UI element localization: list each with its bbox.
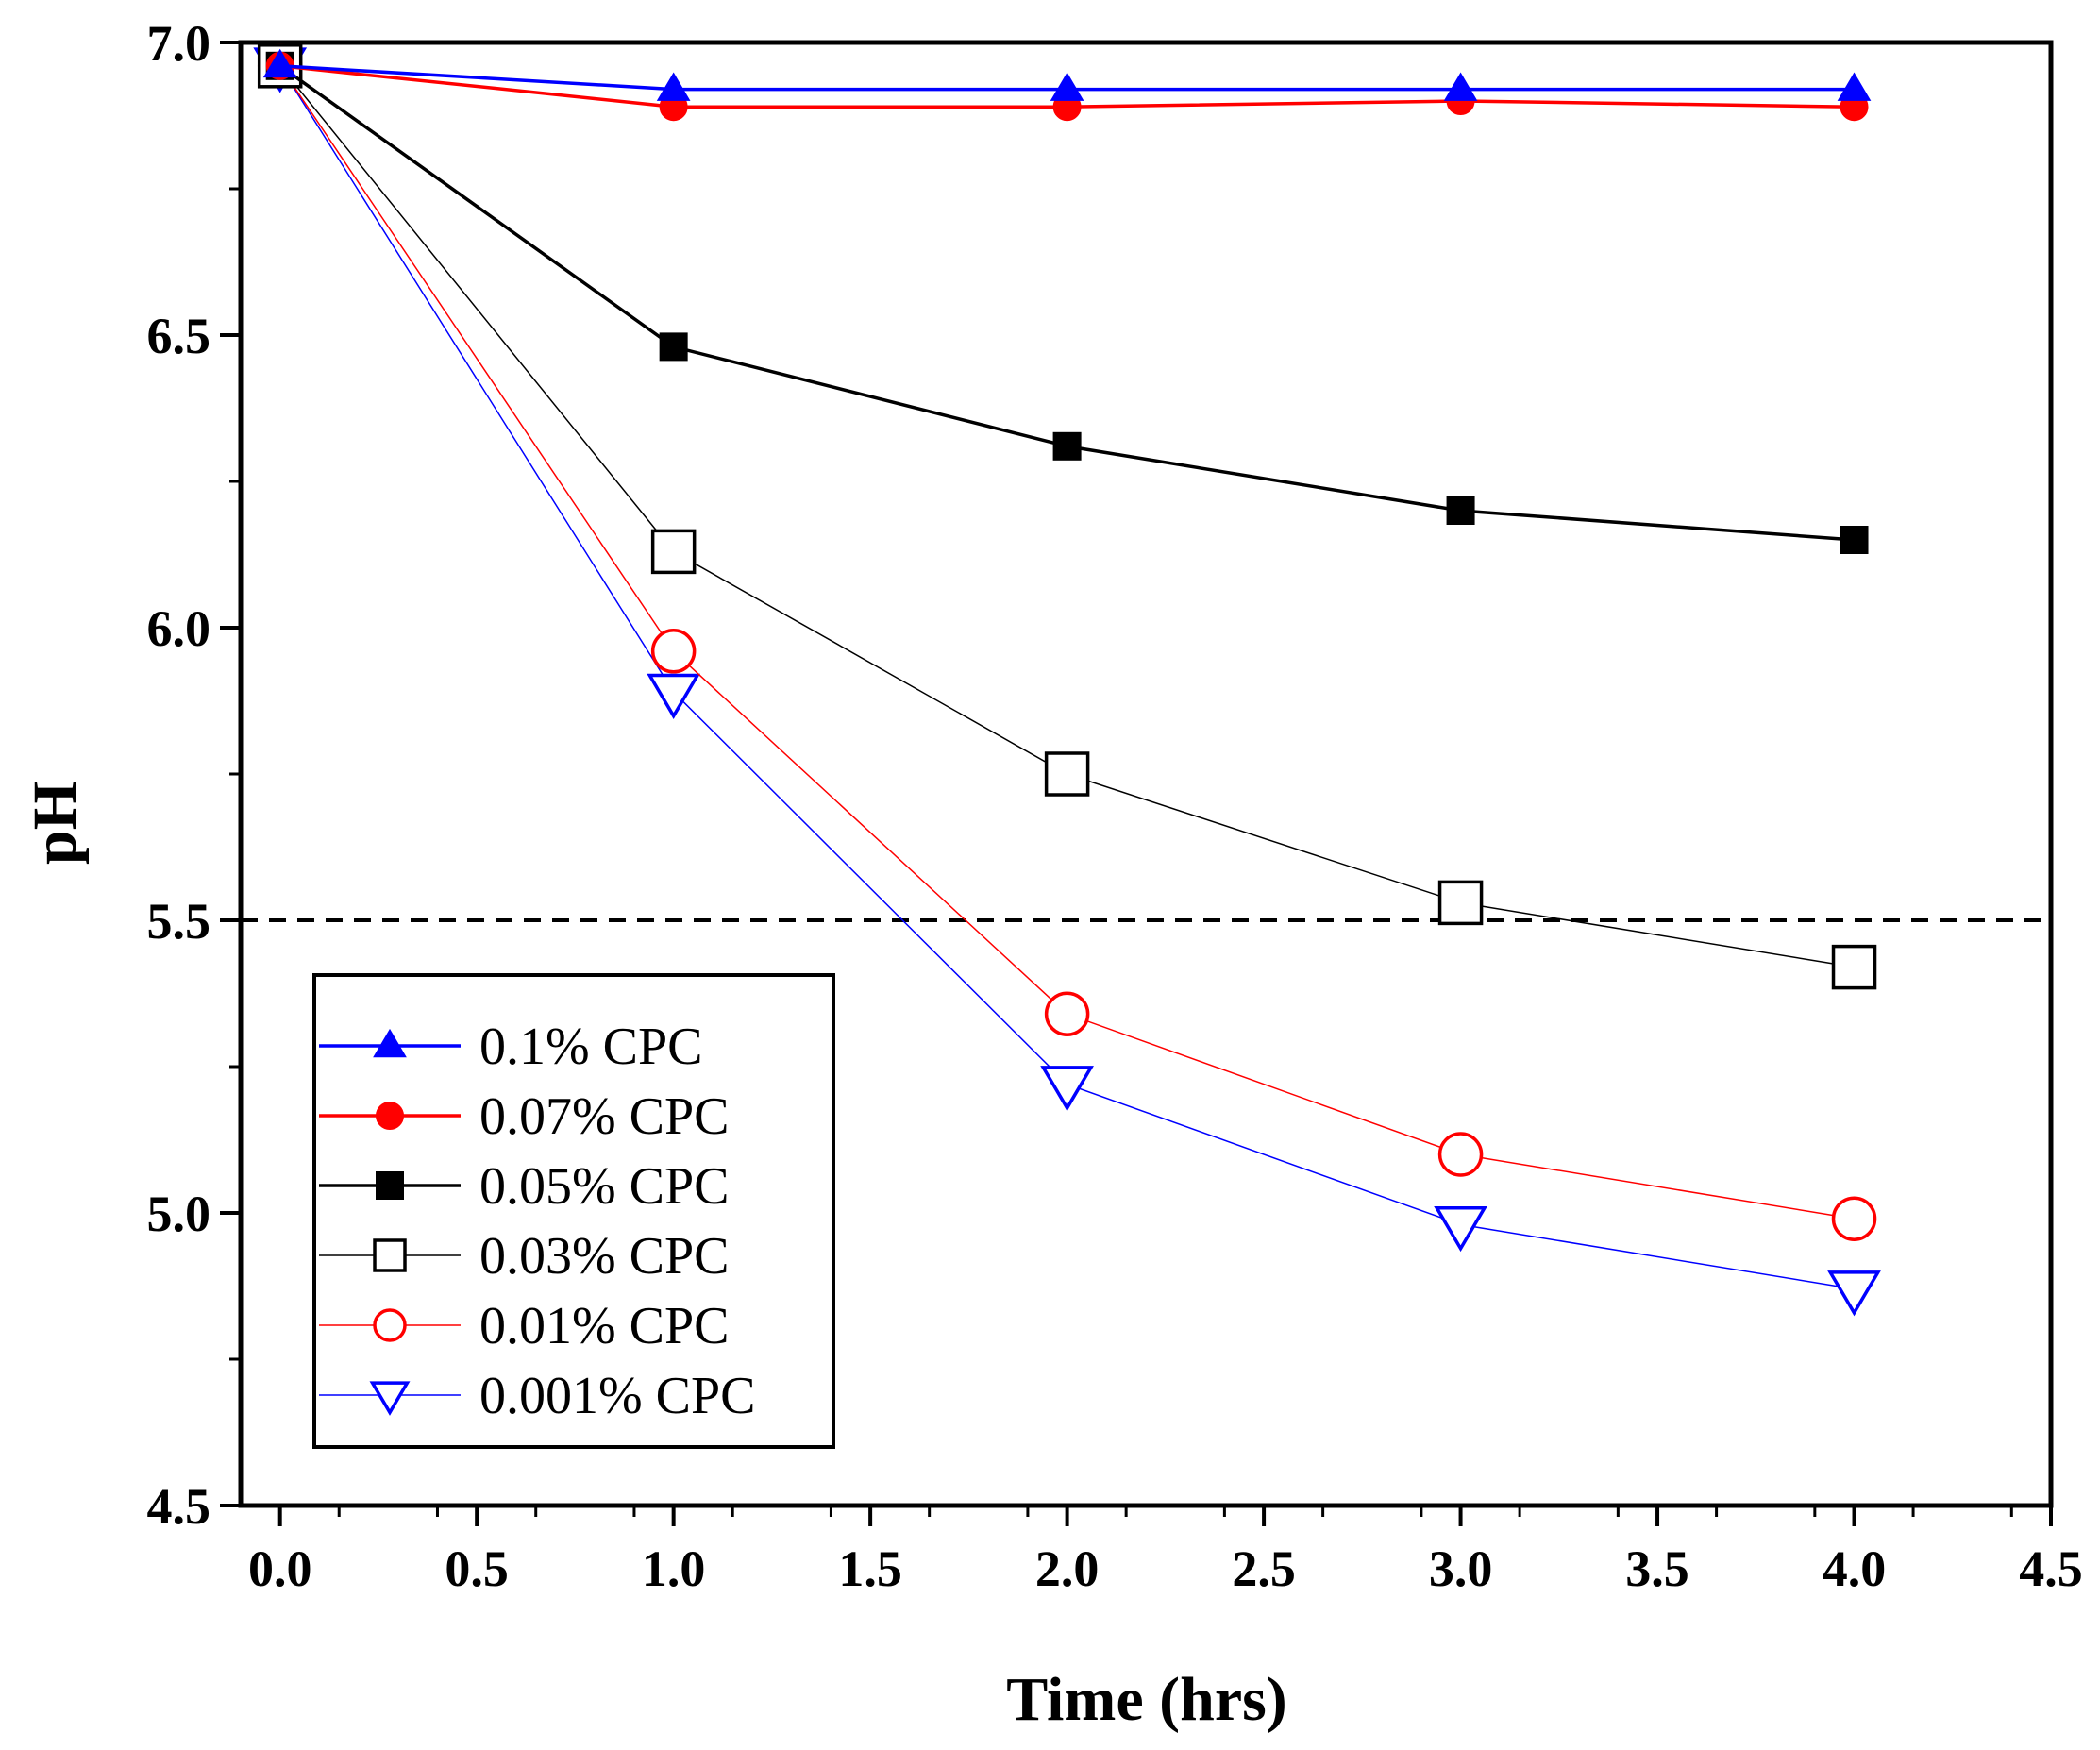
x-tick-label: 0.0: [248, 1540, 312, 1597]
data-point-0-03-cpc: [1437, 880, 1484, 926]
x-tick-label: 1.5: [838, 1540, 902, 1597]
legend-marker-0-03-cpc: [373, 1238, 407, 1272]
data-point-0-001-cpc: [1434, 1205, 1487, 1253]
y-tick-label: 7.0: [147, 15, 211, 72]
x-tick-label: 2.5: [1232, 1540, 1296, 1597]
y-tick-label: 5.0: [147, 1186, 211, 1242]
legend-label-0-01-cpc: 0.01% CPC: [479, 1297, 730, 1355]
data-point-0-05-cpc: [1446, 496, 1475, 525]
legend-label-0-07-cpc: 0.07% CPC: [479, 1087, 730, 1146]
data-point-0-001-cpc: [1040, 1066, 1094, 1112]
legend-label-0-03-cpc: 0.03% CPC: [479, 1227, 730, 1286]
legend-marker-0-001-cpc: [369, 1381, 411, 1416]
y-tick-label: 6.5: [147, 308, 211, 364]
data-point-0-01-cpc: [1831, 1196, 1877, 1241]
legend-label-0-05-cpc: 0.05% CPC: [479, 1157, 730, 1216]
data-point-0-03-cpc: [650, 529, 697, 575]
data-point-0-05-cpc: [659, 332, 688, 362]
y-axis-title: pH: [21, 782, 90, 865]
x-tick-label: 4.5: [2019, 1540, 2083, 1597]
data-point-0-001-cpc: [1827, 1270, 1881, 1317]
x-tick-label: 2.0: [1035, 1540, 1100, 1597]
data-point-0-01-cpc: [1437, 1132, 1484, 1177]
data-point-0-001-cpc: [647, 673, 701, 719]
data-point-0-1-cpc: [262, 48, 297, 78]
data-point-0-03-cpc: [1831, 944, 1877, 990]
legend-label-0-1-cpc: 0.1% CPC: [479, 1018, 703, 1076]
data-point-0-05-cpc: [1052, 431, 1082, 461]
data-point-0-03-cpc: [1044, 751, 1090, 797]
legend-marker-0-05-cpc: [376, 1171, 404, 1200]
data-point-0-01-cpc: [1044, 991, 1090, 1036]
data-point-0-1-cpc: [1837, 72, 1872, 101]
data-point-0-05-cpc: [1840, 526, 1869, 554]
x-tick-label: 3.5: [1625, 1540, 1689, 1597]
x-tick-label: 4.0: [1823, 1540, 1887, 1597]
legend-marker-0-01-cpc: [373, 1308, 407, 1342]
legend-marker-0-07-cpc: [376, 1102, 404, 1130]
x-tick-label: 3.0: [1429, 1540, 1493, 1597]
data-point-0-1-cpc: [656, 72, 691, 101]
y-tick-label: 6.0: [147, 600, 211, 657]
legend-label-0-001-cpc: 0.001% CPC: [479, 1367, 756, 1425]
x-tick-label: 1.0: [642, 1540, 706, 1597]
x-axis-title: Time (hrs): [1006, 1665, 1287, 1734]
data-point-0-1-cpc: [1050, 72, 1084, 101]
y-tick-label: 4.5: [147, 1478, 211, 1535]
legend-marker-0-1-cpc: [373, 1028, 407, 1058]
data-point-0-1-cpc: [1443, 72, 1478, 101]
data-point-0-01-cpc: [650, 629, 697, 674]
x-tick-label: 0.5: [445, 1540, 509, 1597]
y-tick-label: 5.5: [147, 893, 211, 950]
